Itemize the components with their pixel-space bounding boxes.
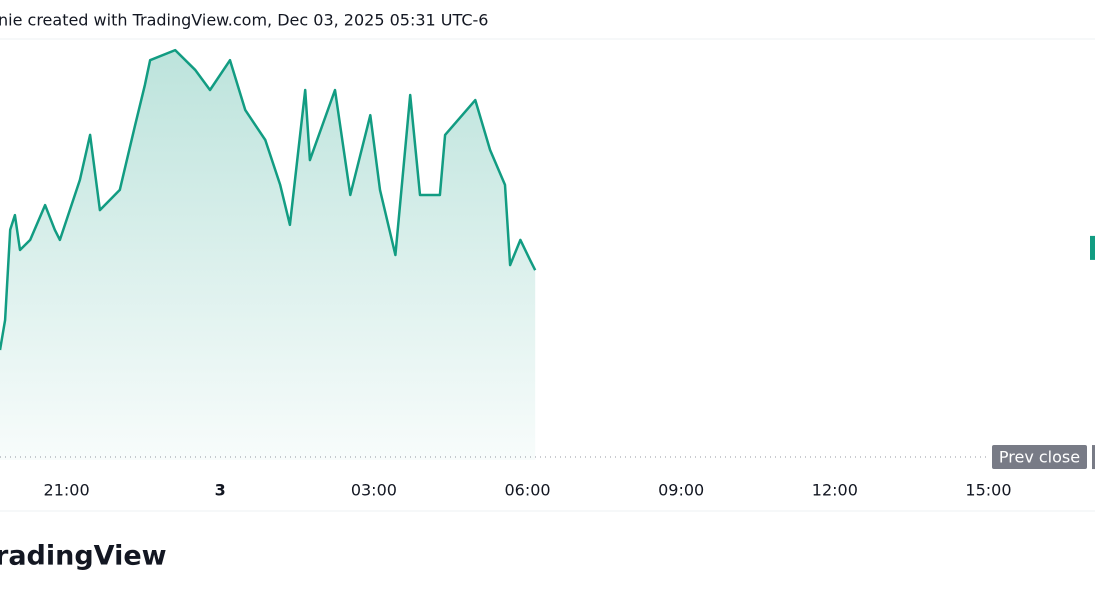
prev-close-label: Prev close — [999, 448, 1080, 467]
x-tick-label: 3 — [215, 481, 226, 500]
x-tick-label: 03:00 — [351, 481, 397, 500]
prev-close-box — [992, 445, 1087, 470]
prev-close-box-edge — [1092, 445, 1095, 470]
x-tick-label: 15:00 — [965, 481, 1011, 500]
x-tick-label: 09:00 — [658, 481, 704, 500]
area-fill — [0, 50, 536, 460]
last-price-marker — [1090, 235, 1095, 260]
price-line — [0, 48, 537, 351]
x-tick-label: 21:00 — [44, 481, 90, 500]
header-text: nie created with TradingView.com, Dec 03… — [0, 11, 488, 30]
brand-logo: radingView — [0, 541, 167, 572]
x-tick-label: 12:00 — [812, 481, 858, 500]
x-tick-label: 06:00 — [504, 481, 550, 500]
